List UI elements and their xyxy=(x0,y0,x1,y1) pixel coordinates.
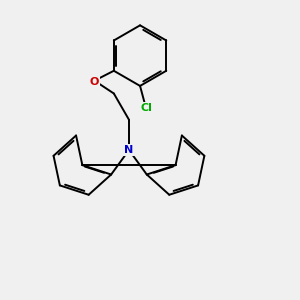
Text: Cl: Cl xyxy=(140,103,152,113)
Text: N: N xyxy=(124,145,134,155)
Text: O: O xyxy=(89,77,99,87)
